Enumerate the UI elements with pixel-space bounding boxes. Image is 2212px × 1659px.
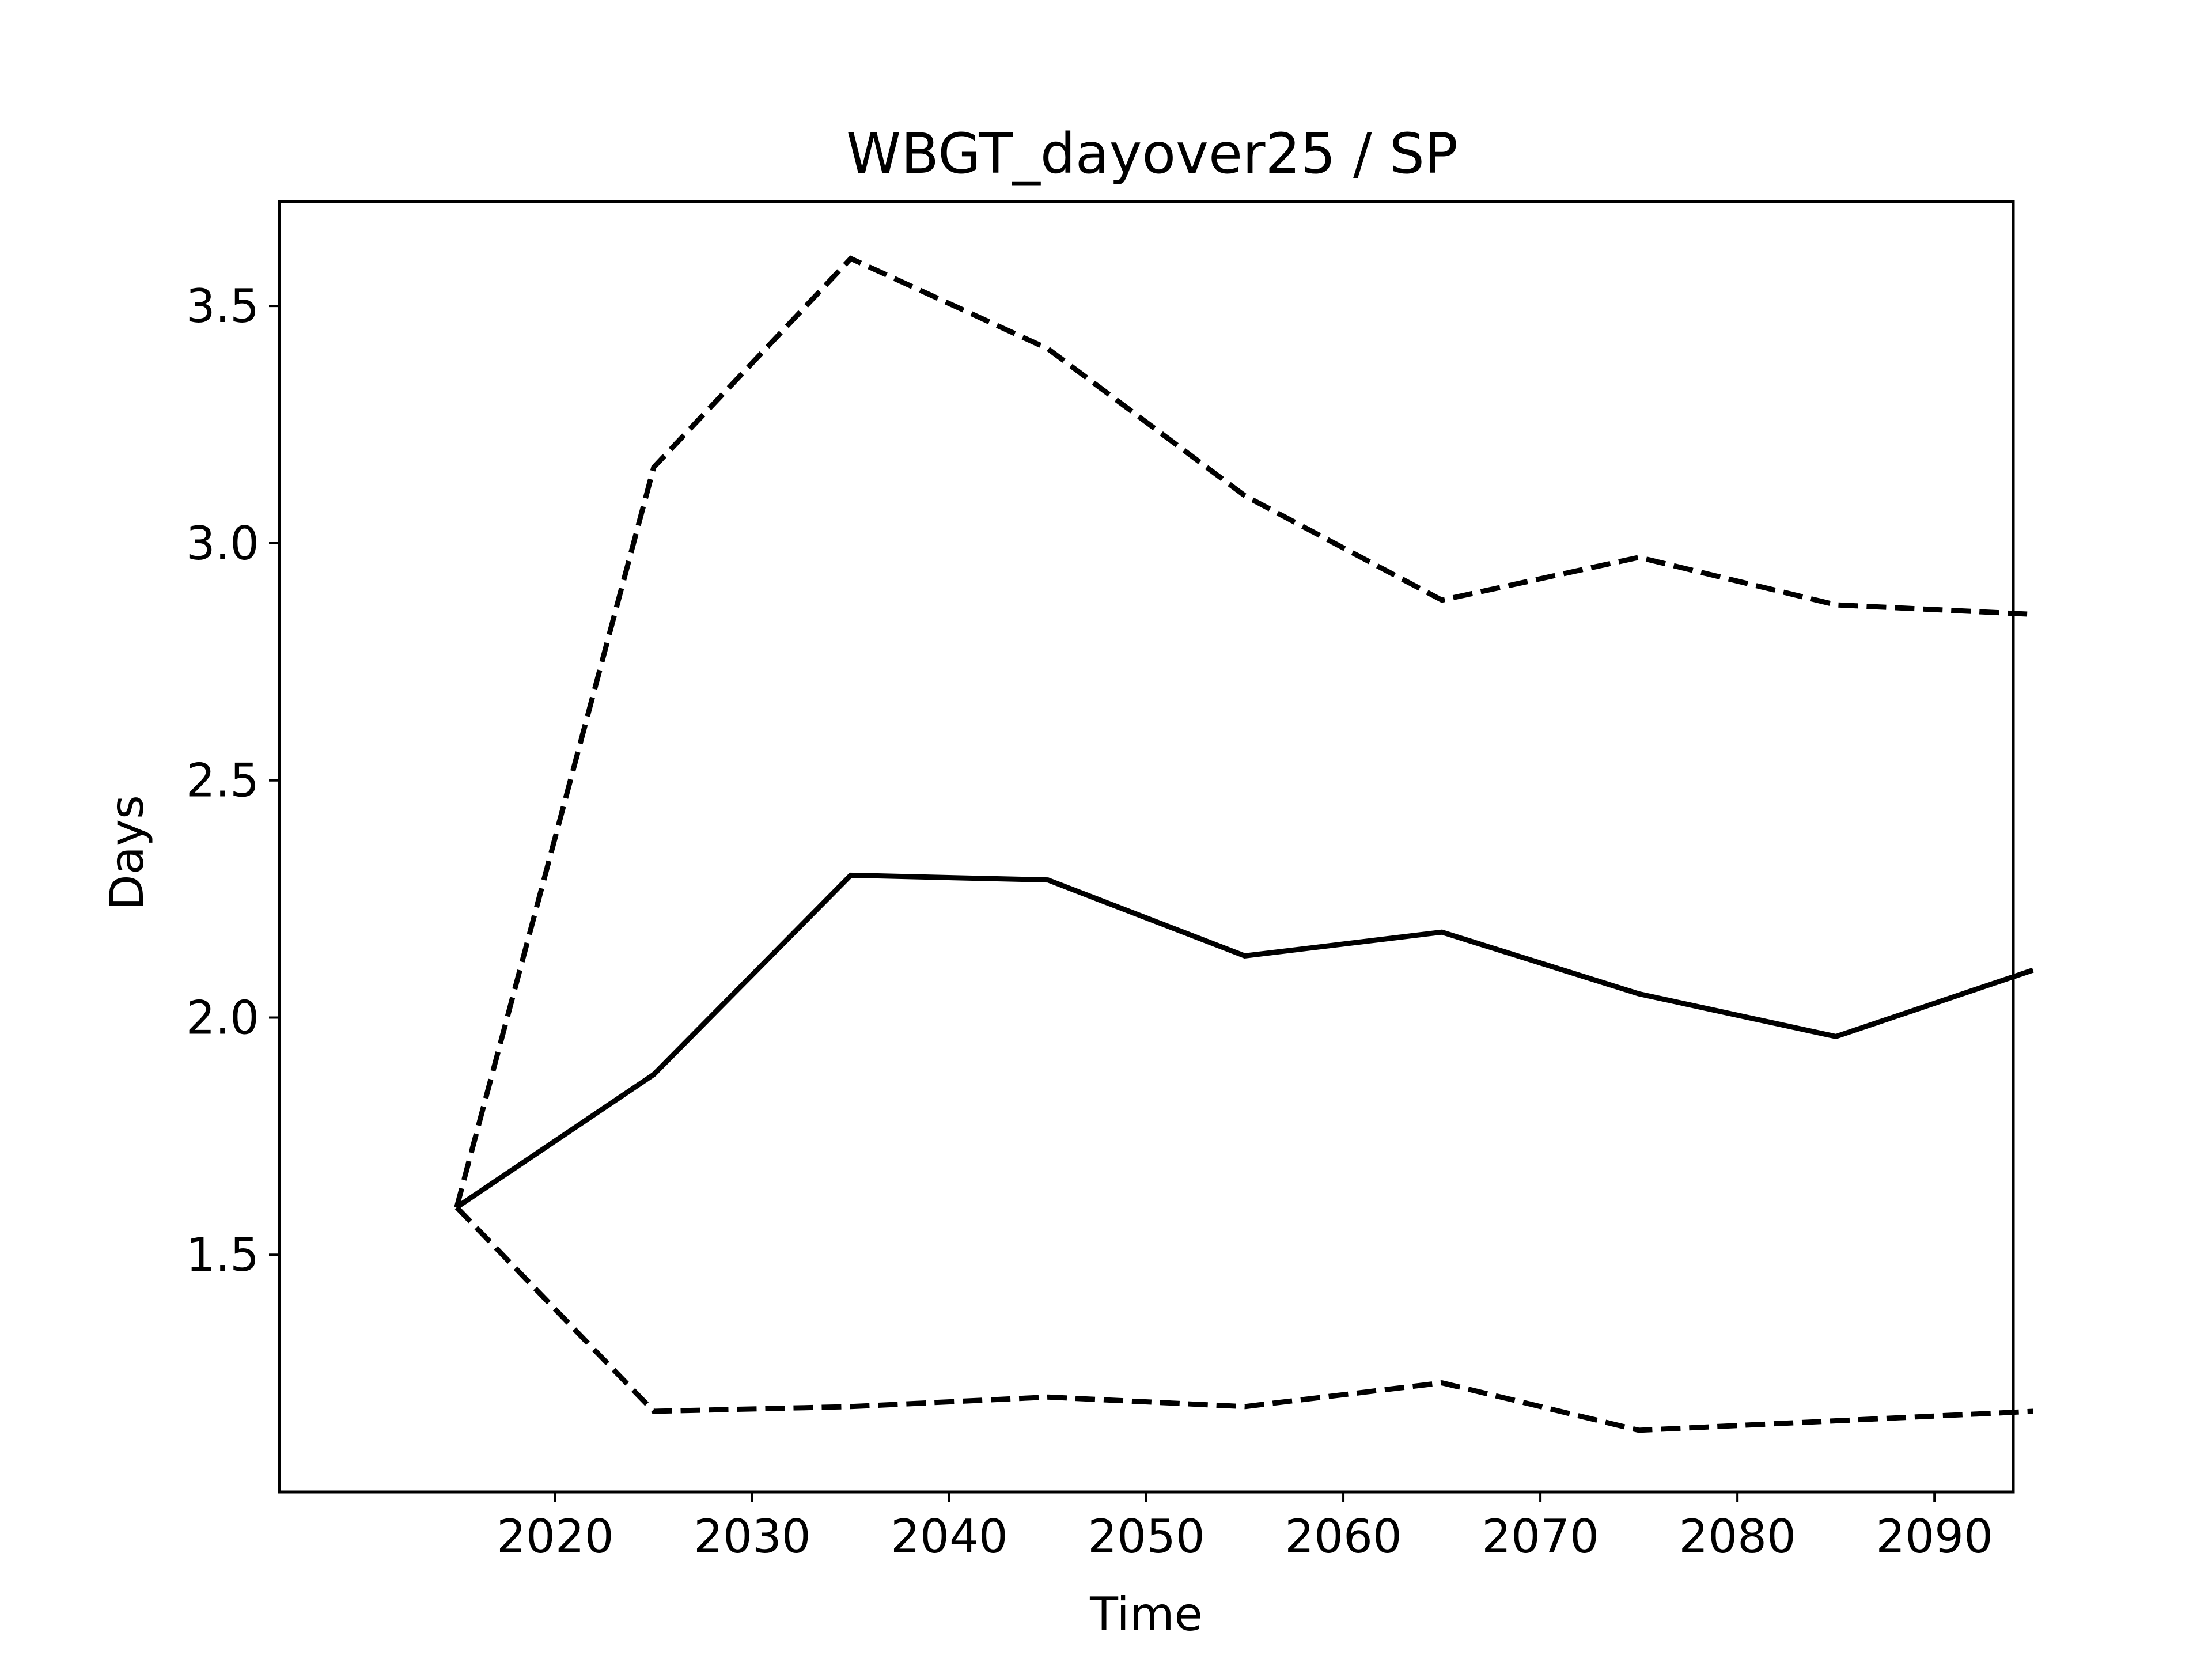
y-axis-ticks: 1.5 2.0 2.5 3.0 3.5 [186,279,279,1282]
y-tick-label: 2.0 [186,991,259,1044]
x-tick-label: 2060 [1285,1510,1402,1563]
plot-frame [278,200,2015,1494]
y-tick-label: 1.5 [186,1228,259,1282]
x-tick-label: 2090 [1876,1510,1993,1563]
plot-lines [454,255,2034,1433]
y-tick-label: 3.5 [186,279,259,333]
x-axis-ticks: 2020 2030 2040 2050 2060 2070 2080 2090 [497,1492,1993,1563]
x-axis-label: Time [1089,1588,1203,1641]
y-tick-label: 3.0 [186,517,259,570]
y-tick-label: 2.5 [186,754,259,808]
x-tick-label: 2040 [891,1510,1008,1563]
chart-title: WBGT_dayover25 / SP [846,122,1458,186]
series-line-2-solid [455,872,2034,1210]
x-tick-label: 2020 [497,1510,614,1563]
x-tick-label: 2030 [694,1510,811,1563]
series-line-3-dashed [454,1205,2033,1433]
x-tick-label: 2080 [1679,1510,1796,1563]
y-axis-label: Days [100,795,154,910]
series-line-1-dashed [454,255,2033,1209]
x-tick-label: 2070 [1482,1510,1599,1563]
x-tick-label: 2050 [1088,1510,1205,1563]
